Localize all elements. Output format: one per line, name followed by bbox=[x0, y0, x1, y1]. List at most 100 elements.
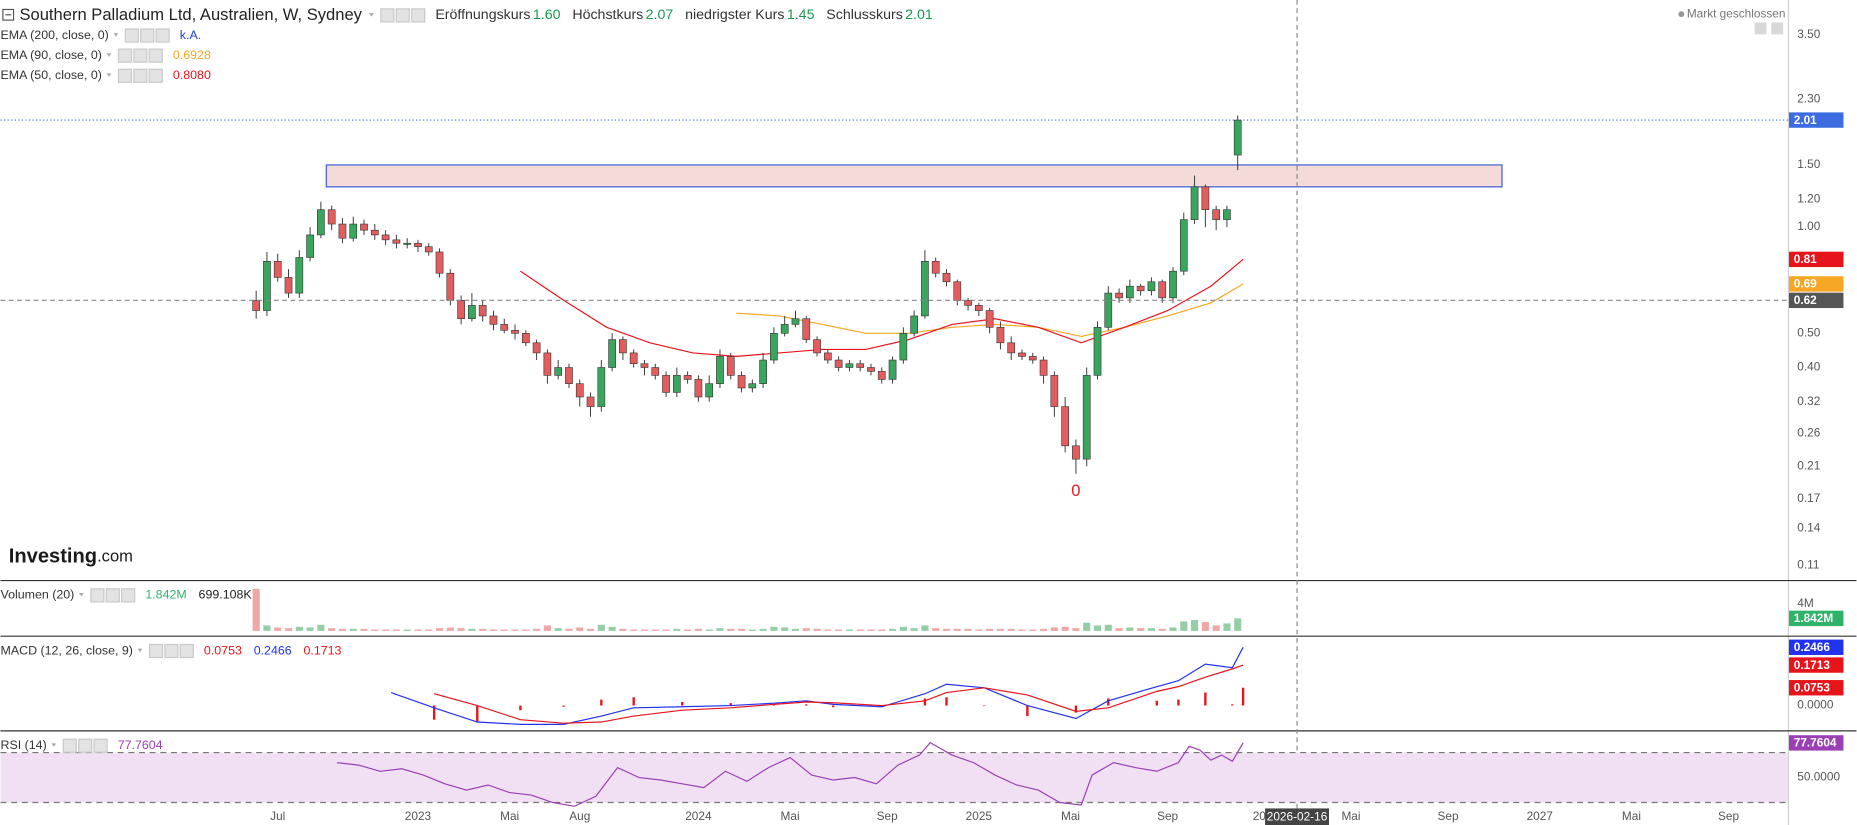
dropdown-arrow[interactable] bbox=[137, 648, 143, 653]
setting-icon[interactable] bbox=[90, 588, 105, 603]
volume-bar bbox=[1040, 628, 1048, 631]
x-tick-label: 2025 bbox=[966, 809, 993, 823]
histogram-bar bbox=[1177, 699, 1180, 706]
button-icon[interactable] bbox=[1754, 22, 1767, 35]
candle-body bbox=[856, 363, 865, 368]
setting-icon[interactable] bbox=[121, 588, 136, 603]
volume-bar bbox=[856, 629, 864, 631]
y-tick-label: 1.20 bbox=[1797, 191, 1820, 205]
volume-bar bbox=[349, 628, 357, 631]
volume-bar bbox=[770, 626, 778, 631]
x-tick-label: Mai bbox=[1622, 809, 1641, 823]
volume-bar bbox=[554, 628, 562, 631]
volume-bar bbox=[1147, 628, 1155, 631]
price-label-box bbox=[1789, 251, 1844, 268]
setting-icon[interactable] bbox=[124, 28, 139, 43]
volume-bar bbox=[986, 628, 994, 631]
volume-bar bbox=[684, 629, 692, 631]
setting-icon[interactable] bbox=[140, 28, 155, 43]
y-tick-label: 0.14 bbox=[1797, 521, 1820, 535]
x-tick-label: 2023 bbox=[405, 809, 432, 823]
button-icon[interactable] bbox=[1771, 22, 1784, 35]
setting-icon[interactable] bbox=[133, 48, 148, 63]
setting-icon[interactable] bbox=[117, 68, 133, 83]
histogram-bar bbox=[1107, 698, 1110, 706]
undefined: 1.60 bbox=[533, 7, 561, 23]
volume-bar bbox=[1191, 620, 1199, 631]
dropdown-arrow[interactable] bbox=[51, 743, 57, 747]
y-tick-label: 0.40 bbox=[1797, 360, 1820, 374]
candle-body bbox=[1115, 292, 1123, 299]
price-label: 77.7604 bbox=[1794, 736, 1837, 750]
histogram-bar bbox=[805, 704, 808, 706]
candle-body bbox=[349, 223, 358, 239]
volume-bar bbox=[889, 628, 897, 631]
volume-bar bbox=[651, 629, 659, 631]
setting-icon[interactable] bbox=[148, 643, 164, 659]
setting-icon[interactable] bbox=[133, 68, 148, 83]
undefined: 2.01 bbox=[905, 7, 933, 23]
volume-bar bbox=[953, 628, 961, 631]
price-label: 0.81 bbox=[1794, 252, 1817, 266]
volume-bar bbox=[446, 627, 454, 631]
undefined: Southern Palladium Ltd, Australien, W, S… bbox=[19, 5, 362, 24]
volume-bar bbox=[694, 628, 702, 631]
candle-body bbox=[975, 305, 983, 311]
volume-bar bbox=[748, 629, 756, 631]
dropdown-arrow[interactable] bbox=[106, 53, 112, 57]
setting-icon[interactable] bbox=[117, 48, 133, 63]
undefined: Volumen (20) bbox=[1, 588, 75, 602]
setting-icon[interactable] bbox=[411, 8, 426, 23]
histogram-bar bbox=[1074, 705, 1078, 713]
candle-body bbox=[770, 333, 778, 361]
undefined: 77.7604 bbox=[118, 738, 163, 752]
candle-body bbox=[1061, 406, 1069, 447]
candle-body bbox=[478, 305, 487, 317]
setting-icon[interactable] bbox=[93, 738, 108, 753]
candle-body bbox=[1072, 445, 1080, 460]
setting-icon[interactable] bbox=[78, 738, 93, 753]
undefined: niedrigster Kurs bbox=[685, 7, 784, 23]
dropdown-arrow[interactable] bbox=[113, 33, 119, 37]
setting-icon[interactable] bbox=[164, 643, 179, 659]
histogram-bar bbox=[832, 705, 835, 708]
setting-icon[interactable] bbox=[62, 738, 77, 753]
candle-body bbox=[823, 352, 832, 361]
setting-icon[interactable] bbox=[395, 8, 410, 23]
volume-bar bbox=[1158, 628, 1166, 631]
price-label: 0.2466 bbox=[1794, 640, 1831, 654]
undefined: EMA (200, close, 0) bbox=[1, 28, 109, 42]
collapse-icon[interactable] bbox=[2, 8, 15, 21]
x-tick-label: Mai bbox=[1341, 809, 1360, 823]
volume-bar bbox=[910, 628, 918, 631]
volume-bar bbox=[727, 628, 735, 631]
price-label-box bbox=[1789, 610, 1844, 627]
volume-bar bbox=[1223, 623, 1231, 631]
histogram-bar bbox=[1204, 692, 1207, 706]
setting-icon[interactable] bbox=[179, 643, 194, 659]
dropdown-arrow[interactable] bbox=[369, 13, 374, 17]
price-label: 1.842M bbox=[1794, 611, 1834, 625]
undefined: EMA (90, close, 0) bbox=[1, 48, 102, 62]
dropdown-arrow[interactable] bbox=[106, 73, 112, 77]
price-label-box bbox=[1789, 680, 1844, 696]
volume-bar bbox=[1050, 627, 1058, 631]
y-tick-label: 0.21 bbox=[1797, 458, 1820, 472]
indicator-line bbox=[336, 741, 1244, 807]
candle-body bbox=[1169, 270, 1177, 299]
dropdown-arrow[interactable] bbox=[79, 593, 84, 597]
undefined: MACD (12, 26, close, 9) bbox=[1, 643, 133, 657]
x-tick-label: Mai bbox=[1061, 809, 1080, 823]
setting-icon[interactable] bbox=[148, 48, 163, 63]
crosshair-x-label: 2026-02-16 bbox=[1267, 809, 1328, 823]
histogram-bar bbox=[923, 698, 927, 706]
crosshair-x-box bbox=[1265, 808, 1330, 825]
volume-bar bbox=[1169, 627, 1177, 631]
setting-icon[interactable] bbox=[148, 68, 163, 83]
volume-bar bbox=[1212, 625, 1220, 631]
ema-line bbox=[736, 283, 1244, 337]
y-tick-label: 50.0000 bbox=[1797, 770, 1840, 784]
setting-icon[interactable] bbox=[105, 588, 120, 603]
setting-icon[interactable] bbox=[380, 8, 395, 23]
setting-icon[interactable] bbox=[155, 28, 170, 43]
